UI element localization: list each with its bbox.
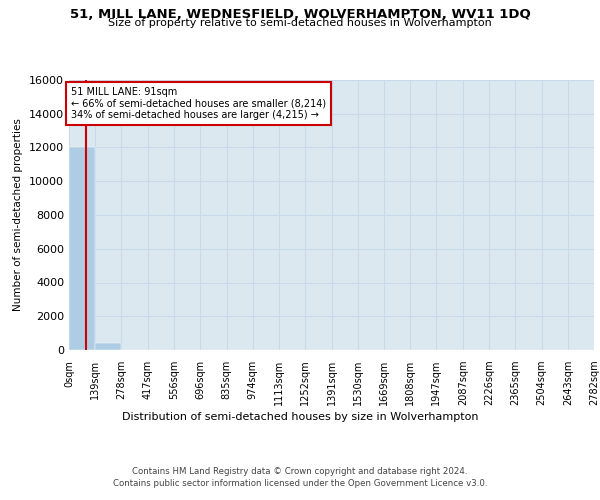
Text: Size of property relative to semi-detached houses in Wolverhampton: Size of property relative to semi-detach… [108,18,492,28]
Bar [95,342,121,350]
Text: Contains HM Land Registry data © Crown copyright and database right 2024.: Contains HM Land Registry data © Crown c… [132,468,468,476]
Text: Distribution of semi-detached houses by size in Wolverhampton: Distribution of semi-detached houses by … [122,412,478,422]
Text: 51, MILL LANE, WEDNESFIELD, WOLVERHAMPTON, WV11 1DQ: 51, MILL LANE, WEDNESFIELD, WOLVERHAMPTO… [70,8,530,20]
Bar [69,146,95,350]
Y-axis label: Number of semi-detached properties: Number of semi-detached properties [13,118,23,312]
Text: 51 MILL LANE: 91sqm
← 66% of semi-detached houses are smaller (8,214)
34% of sem: 51 MILL LANE: 91sqm ← 66% of semi-detach… [71,86,326,120]
Text: Contains public sector information licensed under the Open Government Licence v3: Contains public sector information licen… [113,478,487,488]
